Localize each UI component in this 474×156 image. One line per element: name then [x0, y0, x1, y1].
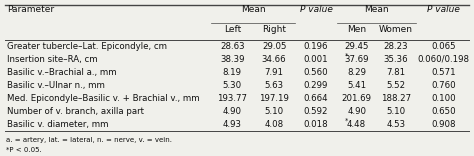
- Text: 29.45: 29.45: [345, 42, 369, 51]
- Text: 4.08: 4.08: [264, 120, 284, 129]
- Text: 0.664: 0.664: [304, 94, 328, 103]
- Text: 0.908: 0.908: [431, 120, 456, 129]
- Text: Parameter: Parameter: [7, 5, 54, 14]
- Text: 28.63: 28.63: [220, 42, 245, 51]
- Text: 0.060/0.198: 0.060/0.198: [418, 55, 470, 64]
- Text: Mean: Mean: [241, 5, 265, 14]
- Text: a. = artery, lat. = lateral, n. = nerve, v. = vein.: a. = artery, lat. = lateral, n. = nerve,…: [6, 137, 172, 143]
- Text: Basilic v.–Ulnar n., mm: Basilic v.–Ulnar n., mm: [7, 81, 105, 90]
- Text: 4.93: 4.93: [223, 120, 242, 129]
- Text: 0.650: 0.650: [431, 107, 456, 116]
- Text: Basilic v.–Brachial a., mm: Basilic v.–Brachial a., mm: [7, 68, 117, 77]
- Text: 4.90: 4.90: [223, 107, 242, 116]
- Text: 4.90: 4.90: [347, 107, 366, 116]
- Text: 0.001: 0.001: [304, 55, 328, 64]
- Text: *: *: [345, 118, 348, 124]
- Text: 8.19: 8.19: [223, 68, 242, 77]
- Text: 4.48: 4.48: [347, 120, 366, 129]
- Text: 188.27: 188.27: [381, 94, 411, 103]
- Text: 8.29: 8.29: [347, 68, 366, 77]
- Text: P value: P value: [300, 5, 332, 14]
- Text: Number of v. branch, axilla part: Number of v. branch, axilla part: [7, 107, 144, 116]
- Text: Women: Women: [379, 25, 413, 34]
- Text: *: *: [345, 53, 348, 59]
- Text: 0.760: 0.760: [431, 81, 456, 90]
- Text: 7.81: 7.81: [386, 68, 406, 77]
- Text: 5.52: 5.52: [386, 81, 406, 90]
- Text: Greater tubercle–Lat. Epicondyle, cm: Greater tubercle–Lat. Epicondyle, cm: [7, 42, 167, 51]
- Text: Insertion site–RA, cm: Insertion site–RA, cm: [7, 55, 98, 64]
- Text: 4.53: 4.53: [386, 120, 406, 129]
- Text: Mean: Mean: [364, 5, 389, 14]
- Text: 7.91: 7.91: [264, 68, 283, 77]
- Text: 5.10: 5.10: [264, 107, 284, 116]
- Text: 0.571: 0.571: [431, 68, 456, 77]
- Text: 0.018: 0.018: [304, 120, 328, 129]
- Text: Right: Right: [262, 25, 286, 34]
- Text: 0.560: 0.560: [304, 68, 328, 77]
- Text: 197.19: 197.19: [259, 94, 289, 103]
- Text: 0.196: 0.196: [304, 42, 328, 51]
- Text: 5.10: 5.10: [386, 107, 406, 116]
- Text: 34.66: 34.66: [262, 55, 286, 64]
- Text: 201.69: 201.69: [342, 94, 372, 103]
- Text: 29.05: 29.05: [262, 42, 286, 51]
- Text: 0.592: 0.592: [304, 107, 328, 116]
- Text: *P < 0.05.: *P < 0.05.: [6, 147, 41, 153]
- Text: 28.23: 28.23: [384, 42, 409, 51]
- Text: 37.69: 37.69: [345, 55, 369, 64]
- Text: 38.39: 38.39: [220, 55, 245, 64]
- Text: 0.299: 0.299: [304, 81, 328, 90]
- Text: Left: Left: [224, 25, 241, 34]
- Text: 5.30: 5.30: [223, 81, 242, 90]
- Text: 5.41: 5.41: [347, 81, 366, 90]
- Text: 0.065: 0.065: [431, 42, 456, 51]
- Text: 35.36: 35.36: [384, 55, 409, 64]
- Text: 0.100: 0.100: [431, 94, 456, 103]
- Text: Basilic v. diameter, mm: Basilic v. diameter, mm: [7, 120, 109, 129]
- Text: 5.63: 5.63: [264, 81, 284, 90]
- Text: Med. Epicondyle–Basilic v. + Brachial v., mm: Med. Epicondyle–Basilic v. + Brachial v.…: [7, 94, 200, 103]
- Text: Men: Men: [347, 25, 366, 34]
- Text: P value: P value: [427, 5, 460, 14]
- Text: 193.77: 193.77: [218, 94, 247, 103]
